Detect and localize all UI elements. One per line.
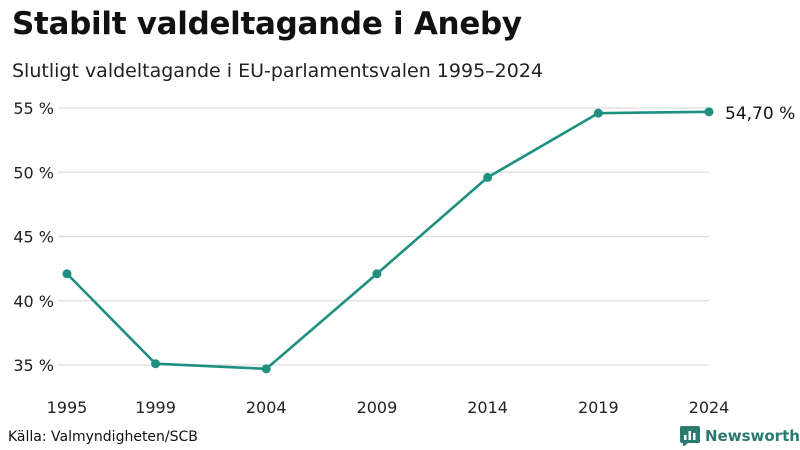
brand-label: Newsworthy bbox=[705, 427, 800, 445]
chart-subtitle: Slutligt valdeltagande i EU-parlamentsva… bbox=[12, 60, 544, 82]
data-point bbox=[593, 108, 603, 118]
x-tick-label: 1995 bbox=[47, 398, 88, 417]
x-tick-label: 2004 bbox=[246, 398, 287, 417]
brand-logo: Newsworthy bbox=[680, 426, 800, 446]
x-tick-label: 2014 bbox=[467, 398, 508, 417]
x-tick-label: 2024 bbox=[689, 398, 730, 417]
data-point bbox=[62, 269, 72, 279]
newsworthy-logo-icon bbox=[680, 426, 700, 446]
y-tick-label: 35 % bbox=[13, 356, 54, 375]
x-tick-label: 2019 bbox=[578, 398, 619, 417]
series-line bbox=[66, 110, 710, 371]
x-tick-label: 2009 bbox=[357, 398, 398, 417]
y-tick-label: 55 % bbox=[13, 99, 54, 118]
y-tick-label: 45 % bbox=[13, 228, 54, 247]
x-tick-label: 1999 bbox=[135, 398, 176, 417]
data-point bbox=[483, 172, 493, 182]
source-note: Källa: Valmyndigheten/SCB bbox=[8, 429, 198, 445]
y-tick-label: 50 % bbox=[13, 163, 54, 182]
data-point bbox=[261, 364, 271, 374]
data-point bbox=[151, 359, 161, 369]
y-tick-label: 40 % bbox=[13, 292, 54, 311]
end-value-label: 54,70 % bbox=[725, 104, 795, 124]
chart-title: Stabilt valdeltagande i Aneby bbox=[12, 6, 522, 42]
data-point bbox=[372, 269, 382, 279]
data-point bbox=[704, 107, 714, 117]
